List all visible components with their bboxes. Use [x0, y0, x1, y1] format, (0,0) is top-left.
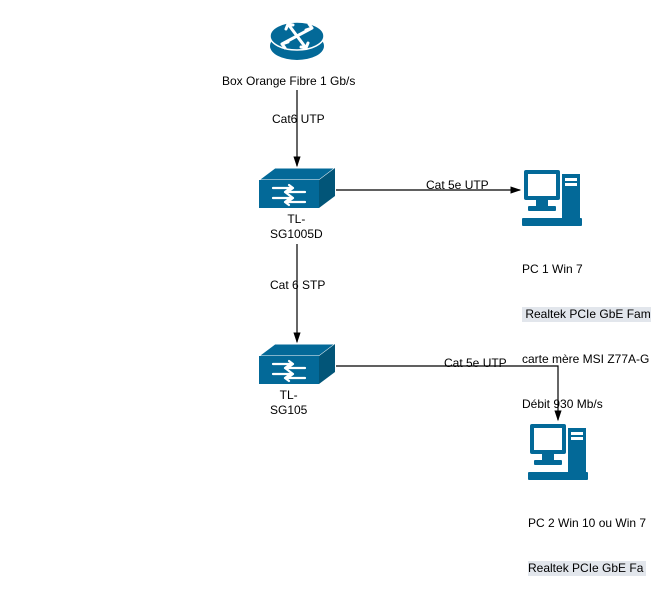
- pc1-nic: Realtek PCIe GbE Fam: [522, 307, 651, 322]
- pc2-node: [528, 422, 592, 485]
- pc1-title: PC 1 Win 7: [522, 262, 651, 277]
- edge-label-e3: Cat 6 STP: [270, 278, 325, 293]
- switch1-node: [259, 168, 335, 213]
- pc1-speed: Débit 930 Mb/s: [522, 397, 651, 412]
- pc2-title: PC 2 Win 10 ou Win 7: [528, 516, 646, 531]
- switch2-node: [259, 344, 335, 389]
- pc1-mb: carte mère MSI Z77A-G: [522, 352, 651, 367]
- switch2-label: TL- SG105: [270, 388, 307, 418]
- pc1-node: [522, 168, 586, 231]
- switch-icon: [259, 344, 335, 386]
- edge-label-e2: Cat 5e UTP: [426, 178, 489, 193]
- pc2-nic: Realtek PCIe GbE Fa: [528, 561, 646, 576]
- computer-icon: [528, 422, 592, 482]
- pc2-labels: PC 2 Win 10 ou Win 7 Realtek PCIe GbE Fa…: [528, 486, 646, 596]
- switch-icon: [259, 168, 335, 210]
- pc1-labels: PC 1 Win 7 Realtek PCIe GbE Fam carte mè…: [522, 232, 651, 442]
- switch1-label: TL- SG1005D: [270, 212, 323, 242]
- diagram-canvas: Cat6 UTP Cat 5e UTP Cat 6 STP Cat 5e UTP…: [0, 0, 660, 596]
- edge-label-e4: Cat 5e UTP: [444, 356, 507, 371]
- edge-label-e1: Cat6 UTP: [272, 112, 325, 127]
- router-icon: [268, 12, 326, 70]
- router-label: Box Orange Fibre 1 Gb/s: [222, 74, 355, 89]
- router-node: [268, 12, 326, 73]
- computer-icon: [522, 168, 586, 228]
